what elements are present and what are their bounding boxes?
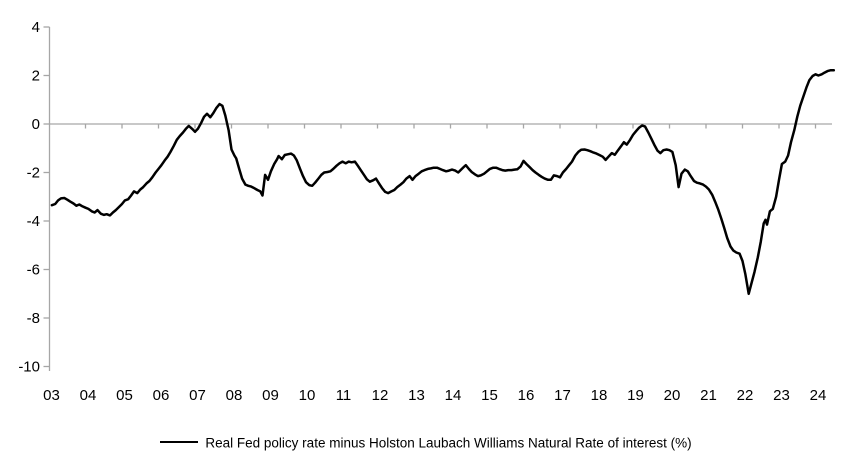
x-tick-label: 03 <box>43 387 60 404</box>
x-tick-label: 10 <box>299 387 316 404</box>
x-tick-label: 20 <box>664 387 681 404</box>
x-tick-label: 18 <box>591 387 608 404</box>
x-tick-label: 06 <box>153 387 170 404</box>
legend-line-marker <box>160 441 199 444</box>
x-tick-label: 22 <box>737 387 754 404</box>
x-tick-label: 24 <box>810 387 827 404</box>
x-tick-label: 11 <box>336 387 352 404</box>
x-tick-label: 14 <box>445 387 462 404</box>
x-tick-label: 23 <box>773 387 790 404</box>
x-tick-label: 12 <box>372 387 389 404</box>
x-tick-label: 13 <box>408 387 425 404</box>
x-tick-label: 21 <box>700 387 717 404</box>
y-tick-label: -8 <box>27 310 40 327</box>
x-tick-label: 08 <box>226 387 243 404</box>
x-tick-label: 09 <box>262 387 279 404</box>
y-tick-label: -4 <box>27 213 40 230</box>
x-tick-label: 16 <box>518 387 535 404</box>
y-tick-label: -2 <box>27 165 40 182</box>
x-tick-label: 17 <box>554 387 571 404</box>
y-tick-label: 4 <box>32 19 40 36</box>
legend: Real Fed policy rate minus Holston Lauba… <box>0 433 852 455</box>
x-tick-label: 07 <box>189 387 206 404</box>
y-tick-label: -6 <box>27 262 40 279</box>
legend-label: Real Fed policy rate minus Holston Lauba… <box>205 435 692 451</box>
x-tick-label: 05 <box>116 387 133 404</box>
data-series-line <box>50 68 836 296</box>
y-tick-label: -10 <box>18 359 40 376</box>
y-tick-label: 0 <box>32 116 40 133</box>
x-tick-label: 15 <box>481 387 498 404</box>
x-tick-label: 19 <box>627 387 644 404</box>
y-tick-label: 2 <box>32 68 40 85</box>
x-tick-label: 04 <box>80 387 97 404</box>
